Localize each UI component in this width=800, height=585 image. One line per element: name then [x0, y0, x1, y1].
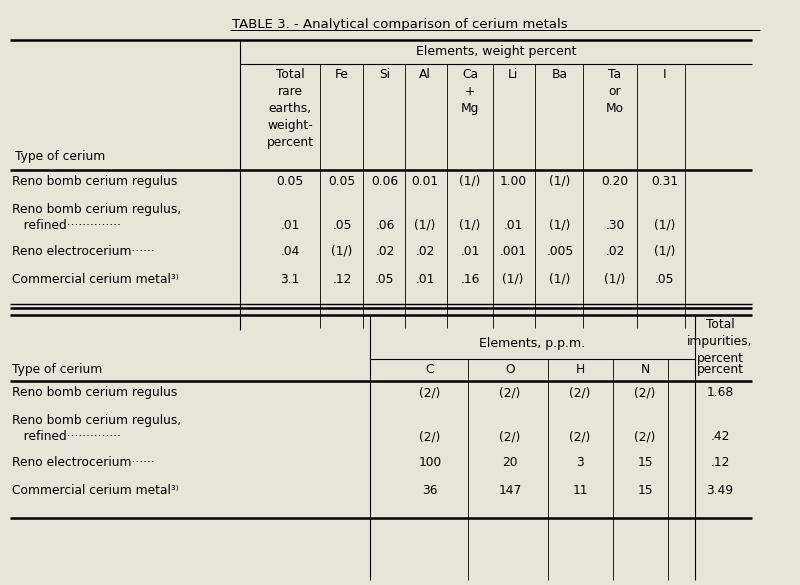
Text: .30: .30: [606, 219, 625, 232]
Text: .001: .001: [499, 245, 526, 258]
Text: 3.49: 3.49: [706, 484, 734, 497]
Text: Li: Li: [508, 68, 518, 81]
Text: (1/): (1/): [654, 219, 676, 232]
Text: Fe: Fe: [335, 68, 349, 81]
Text: .16: .16: [460, 273, 480, 286]
Text: percent: percent: [697, 363, 743, 376]
Text: (2/): (2/): [499, 430, 521, 443]
Text: .01: .01: [460, 245, 480, 258]
Text: 0.31: 0.31: [651, 175, 678, 188]
Text: (2/): (2/): [570, 430, 590, 443]
Text: Reno bomb cerium regulus: Reno bomb cerium regulus: [12, 175, 178, 188]
Text: .01: .01: [280, 219, 300, 232]
Text: (2/): (2/): [499, 386, 521, 399]
Text: .005: .005: [546, 245, 574, 258]
Text: .05: .05: [375, 273, 394, 286]
Text: Commercial cerium metal³⁾: Commercial cerium metal³⁾: [12, 484, 178, 497]
Text: Elements, p.p.m.: Elements, p.p.m.: [479, 337, 586, 350]
Text: (2/): (2/): [570, 386, 590, 399]
Text: .02: .02: [375, 245, 394, 258]
Text: 15: 15: [637, 484, 653, 497]
Text: .01: .01: [503, 219, 522, 232]
Text: (2/): (2/): [419, 386, 441, 399]
Text: refined··············: refined··············: [12, 219, 121, 232]
Text: (1/): (1/): [550, 175, 570, 188]
Text: 0.06: 0.06: [371, 175, 398, 188]
Text: 1.00: 1.00: [499, 175, 526, 188]
Text: .12: .12: [710, 456, 730, 469]
Text: (1/): (1/): [331, 245, 353, 258]
Text: (1/): (1/): [654, 245, 676, 258]
Text: .05: .05: [332, 219, 352, 232]
Text: Type of cerium: Type of cerium: [12, 363, 102, 376]
Text: Total
impurities,
percent: Total impurities, percent: [687, 318, 753, 365]
Text: Ta
or
Mo: Ta or Mo: [606, 68, 624, 115]
Text: Reno bomb cerium regulus,: Reno bomb cerium regulus,: [12, 203, 182, 216]
Text: Type of cerium: Type of cerium: [15, 150, 106, 163]
Text: (1/): (1/): [550, 273, 570, 286]
Text: .02: .02: [415, 245, 434, 258]
Text: (2/): (2/): [419, 430, 441, 443]
Text: 100: 100: [418, 456, 442, 469]
Text: 0.05: 0.05: [276, 175, 304, 188]
Text: 3.1: 3.1: [280, 273, 300, 286]
Text: N: N: [640, 363, 650, 376]
Text: 3: 3: [576, 456, 584, 469]
Text: .42: .42: [710, 430, 730, 443]
Text: refined··············: refined··············: [12, 430, 121, 443]
Text: (2/): (2/): [634, 386, 656, 399]
Text: I: I: [663, 68, 667, 81]
Text: Ca
+
Mg: Ca + Mg: [461, 68, 479, 115]
Text: (1/): (1/): [459, 175, 481, 188]
Text: .05: .05: [655, 273, 674, 286]
Text: 36: 36: [422, 484, 438, 497]
Text: (1/): (1/): [502, 273, 524, 286]
Text: H: H: [575, 363, 585, 376]
Text: 0.05: 0.05: [328, 175, 356, 188]
Text: .04: .04: [280, 245, 300, 258]
Text: Reno bomb cerium regulus: Reno bomb cerium regulus: [12, 386, 178, 399]
Text: 20: 20: [502, 456, 518, 469]
Text: 15: 15: [637, 456, 653, 469]
Text: 0.20: 0.20: [602, 175, 629, 188]
Text: (1/): (1/): [604, 273, 626, 286]
Text: Commercial cerium metal³⁾: Commercial cerium metal³⁾: [12, 273, 178, 286]
Text: 147: 147: [498, 484, 522, 497]
Text: Al: Al: [419, 68, 431, 81]
Text: C: C: [426, 363, 434, 376]
Text: Reno electrocerium······: Reno electrocerium······: [12, 456, 154, 469]
Text: Total
rare
earths,
weight-
percent: Total rare earths, weight- percent: [266, 68, 314, 149]
Text: Ba: Ba: [552, 68, 568, 81]
Text: Reno bomb cerium regulus,: Reno bomb cerium regulus,: [12, 414, 182, 427]
Text: 11: 11: [572, 484, 588, 497]
Text: (1/): (1/): [414, 219, 436, 232]
Text: .12: .12: [332, 273, 352, 286]
Text: Elements, weight percent: Elements, weight percent: [416, 45, 576, 58]
Text: 0.01: 0.01: [411, 175, 438, 188]
Text: (1/): (1/): [550, 219, 570, 232]
Text: (1/): (1/): [459, 219, 481, 232]
Text: .06: .06: [375, 219, 394, 232]
Text: 1.68: 1.68: [706, 386, 734, 399]
Text: TABLE 3. - Analytical comparison of cerium metals: TABLE 3. - Analytical comparison of ceri…: [232, 18, 568, 31]
Text: .01: .01: [415, 273, 434, 286]
Text: Reno electrocerium······: Reno electrocerium······: [12, 245, 154, 258]
Text: .02: .02: [606, 245, 625, 258]
Text: Si: Si: [379, 68, 390, 81]
Text: (2/): (2/): [634, 430, 656, 443]
Text: O: O: [505, 363, 515, 376]
